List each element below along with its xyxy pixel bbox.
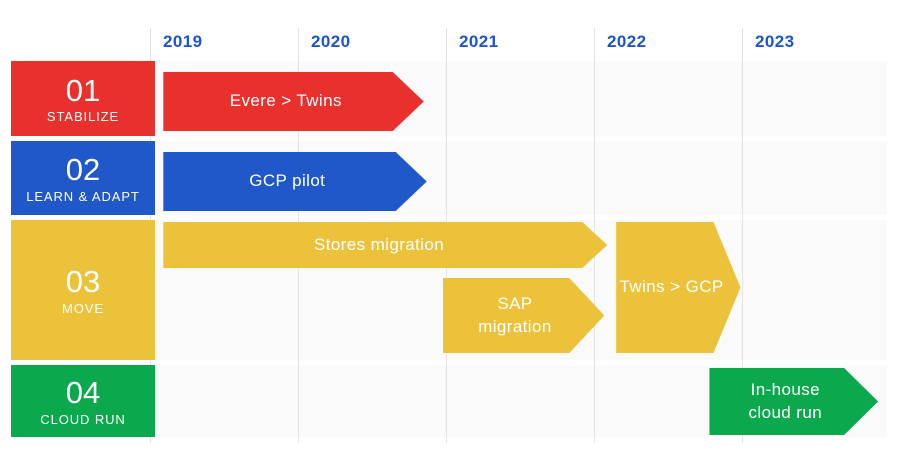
bar-label: SAP migration <box>478 293 552 336</box>
gantt-bar-evere-twins: Evere > Twins <box>163 72 423 131</box>
phase-number: 04 <box>65 375 101 411</box>
year-label-2022: 2022 <box>607 32 647 51</box>
bar-label: GCP pilot <box>249 171 326 191</box>
phase-box-stabilize: 01 STABILIZE <box>11 61 155 136</box>
gantt-bar-in-house-cloud-run: In-house cloud run <box>709 368 878 435</box>
bar-label: Stores migration <box>313 234 445 254</box>
year-label-2021: 2021 <box>459 32 499 51</box>
phase-number: 01 <box>65 72 101 108</box>
phase-box-learn-adapt: 02 LEARN & ADAPT <box>11 141 155 215</box>
year-label-2023: 2023 <box>755 32 795 51</box>
phase-name: LEARN & ADAPT <box>26 188 140 204</box>
bar-label: In-house cloud run <box>748 379 823 422</box>
gantt-bar-sap-migration: SAP migration <box>443 278 604 353</box>
phase-name: CLOUD RUN <box>40 411 126 427</box>
gantt-bar-gcp-pilot: GCP pilot <box>163 152 426 211</box>
phase-box-cloud-run: 04 CLOUD RUN <box>11 365 155 437</box>
year-label-2019: 2019 <box>163 32 203 51</box>
gantt-bar-twins-gcp: Twins > GCP <box>616 222 740 353</box>
year-gridline <box>742 28 743 443</box>
year-label-2020: 2020 <box>311 32 351 51</box>
phase-number: 03 <box>65 264 101 300</box>
bar-label: Twins > GCP <box>619 277 724 297</box>
phase-name: STABILIZE <box>46 109 120 125</box>
phase-name: MOVE <box>62 300 104 316</box>
gantt-bar-stores-migration: Stores migration <box>163 222 607 268</box>
bar-label: Evere > Twins <box>229 91 342 111</box>
phase-box-move: 03 MOVE <box>11 220 155 360</box>
phase-number: 02 <box>65 152 101 188</box>
